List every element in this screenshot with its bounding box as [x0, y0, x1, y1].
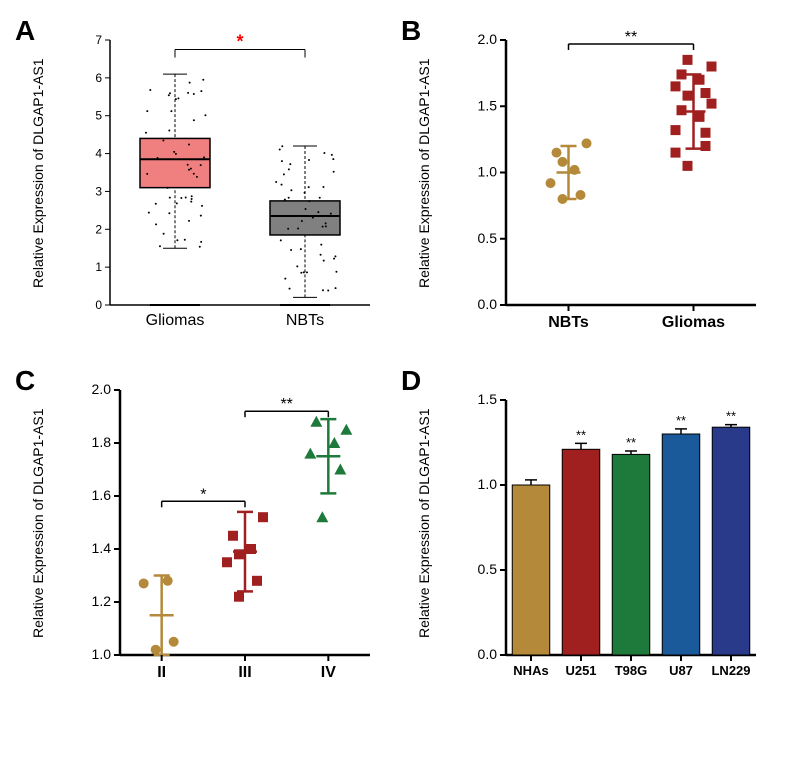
panel-b-chart: 0.0 0.5 1.0 1.5 2.0 NBTs Gliomas ** — [466, 30, 772, 340]
svg-text:0.5: 0.5 — [478, 561, 498, 577]
panel-a-label: A — [15, 15, 35, 47]
svg-text:**: ** — [626, 435, 636, 450]
svg-text:2: 2 — [95, 222, 102, 236]
svg-text:0.5: 0.5 — [478, 230, 498, 246]
svg-text:1.5: 1.5 — [478, 97, 498, 113]
svg-text:**: ** — [280, 396, 292, 413]
svg-text:Gliomas: Gliomas — [662, 314, 725, 331]
svg-text:*: * — [200, 486, 206, 503]
svg-text:U87: U87 — [669, 663, 693, 678]
svg-text:2.0: 2.0 — [478, 31, 498, 47]
svg-text:1.5: 1.5 — [478, 391, 498, 407]
svg-text:U251: U251 — [565, 663, 596, 678]
panel-c-chart: 1.01.21.41.61.82.0IIIIIIV*** — [80, 380, 386, 690]
svg-text:0.0: 0.0 — [478, 296, 498, 312]
panel-d-chart: 0.0 0.5 1.0 1.5 NHAs ** U251 ** T98G ** U87 ** LN229 — [466, 380, 772, 690]
svg-text:1.2: 1.2 — [92, 593, 112, 609]
svg-text:II: II — [157, 664, 166, 681]
svg-text:3: 3 — [95, 184, 102, 198]
svg-text:LN229: LN229 — [711, 663, 750, 678]
panel-b-ylabel: Relative Expression of DLGAP1-AS1 — [416, 58, 432, 288]
svg-text:T98G: T98G — [615, 663, 648, 678]
svg-text:1: 1 — [95, 260, 102, 274]
svg-text:1.4: 1.4 — [92, 540, 112, 556]
svg-text:**: ** — [576, 427, 586, 442]
svg-text:2.0: 2.0 — [92, 381, 112, 397]
panel-a-ylabel: Relative Expression of DLGAP1-AS1 — [30, 58, 46, 288]
svg-text:7: 7 — [95, 33, 102, 47]
panel-a: A Relative Expression of DLGAP1-AS1 0123… — [20, 20, 386, 340]
svg-text:NBTs: NBTs — [548, 314, 589, 331]
panel-b: B Relative Expression of DLGAP1-AS1 0.00… — [406, 20, 772, 340]
svg-text:0.0: 0.0 — [478, 646, 498, 662]
panel-c-ylabel: Relative Expression of DLGAP1-AS1 — [30, 408, 46, 638]
svg-text:1.0: 1.0 — [478, 476, 498, 492]
svg-text:1.8: 1.8 — [92, 434, 112, 450]
svg-text:1.0: 1.0 — [478, 164, 498, 180]
panel-d: D Relative Expression of DLGAP1-AS1 0.00… — [406, 370, 772, 690]
svg-text:NBTs: NBTs — [286, 312, 324, 329]
svg-text:NHAs: NHAs — [513, 663, 548, 678]
svg-text:**: ** — [726, 409, 736, 424]
svg-text:III: III — [238, 664, 251, 681]
panel-d-label: D — [401, 365, 421, 397]
svg-text:0: 0 — [95, 298, 102, 312]
panel-b-label: B — [401, 15, 421, 47]
panel-c: C Relative Expression of DLGAP1-AS1 1.01… — [20, 370, 386, 690]
panel-d-ylabel: Relative Expression of DLGAP1-AS1 — [416, 408, 432, 638]
svg-text:5: 5 — [95, 109, 102, 123]
panel-c-label: C — [15, 365, 35, 397]
panel-a-chart: 0 1 2 3 4 5 6 7 Gliomas NBTs * — [80, 30, 386, 340]
svg-text:**: ** — [676, 413, 686, 428]
svg-text:6: 6 — [95, 71, 102, 85]
svg-text:*: * — [236, 31, 243, 51]
svg-text:Gliomas: Gliomas — [146, 312, 205, 329]
svg-text:**: ** — [625, 30, 637, 46]
svg-text:1.6: 1.6 — [92, 487, 112, 503]
svg-text:IV: IV — [321, 664, 336, 681]
svg-text:4: 4 — [95, 147, 102, 161]
svg-text:1.0: 1.0 — [92, 646, 112, 662]
